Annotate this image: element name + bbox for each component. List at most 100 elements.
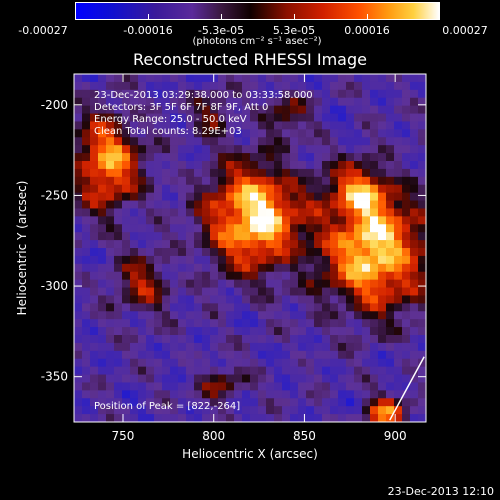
heatmap-cell	[218, 200, 227, 209]
heatmap-cell	[218, 240, 227, 249]
heatmap-cell	[394, 145, 403, 154]
heatmap-cell	[354, 358, 363, 368]
heatmap-cell	[82, 311, 91, 320]
heatmap-cell	[322, 240, 331, 249]
heatmap-cell	[122, 176, 131, 186]
heatmap-cell	[274, 121, 283, 130]
heatmap-cell	[114, 327, 123, 336]
heatmap-cell	[114, 303, 123, 312]
colorbar-label: -5.3e-05	[197, 24, 245, 37]
heatmap-cell	[162, 295, 171, 304]
heatmap-cell	[386, 390, 395, 399]
heatmap-cell	[226, 406, 235, 415]
heatmap-cell	[410, 295, 419, 304]
heatmap-cell	[106, 248, 115, 257]
heatmap-cell	[418, 184, 427, 194]
heatmap-cell	[202, 287, 211, 296]
heatmap-cell	[354, 303, 363, 312]
heatmap-cell	[98, 271, 107, 281]
heatmap-cell	[194, 97, 203, 107]
heatmap-cell	[410, 105, 419, 114]
heatmap-cell	[298, 295, 307, 304]
heatmap-cell	[258, 287, 267, 296]
heatmap-cell	[106, 342, 115, 352]
heatmap-cell	[122, 145, 131, 154]
heatmap-cell	[322, 168, 331, 178]
heatmap-cell	[170, 295, 179, 304]
heatmap-cell	[354, 200, 363, 209]
heatmap-cell	[138, 145, 147, 154]
heatmap-cell	[114, 319, 123, 328]
heatmap-cell	[106, 161, 115, 170]
heatmap-cell	[90, 137, 99, 146]
heatmap-cell	[170, 129, 179, 138]
heatmap-cell	[146, 168, 155, 178]
heatmap-cell	[410, 145, 419, 154]
heatmap-cell	[322, 398, 331, 407]
heatmap-cell	[218, 208, 227, 217]
heatmap-cell	[402, 287, 411, 296]
heatmap-cell	[114, 398, 123, 407]
heatmap-cell	[298, 74, 307, 83]
heatmap-cell	[370, 184, 379, 194]
heatmap-cell	[186, 161, 195, 170]
heatmap-cell	[170, 319, 179, 328]
heatmap-cell	[346, 232, 355, 241]
heatmap-cell	[346, 390, 355, 399]
heatmap-cell	[242, 255, 251, 265]
heatmap-cell	[98, 382, 107, 391]
heatmap-cell	[258, 358, 267, 368]
heatmap-cell	[258, 176, 267, 186]
heatmap-cell	[154, 105, 163, 114]
heatmap-cell	[298, 255, 307, 265]
heatmap-cell	[330, 224, 339, 233]
heatmap-cell	[146, 271, 155, 281]
heatmap-cell	[242, 374, 251, 383]
heatmap-cell	[82, 295, 91, 304]
heatmap-cell	[178, 145, 187, 154]
heatmap-cell	[226, 342, 235, 352]
heatmap-cell	[314, 81, 323, 91]
y-tick-label: -200	[41, 98, 68, 112]
heatmap-cell	[98, 145, 107, 154]
heatmap-cell	[218, 168, 227, 178]
heatmap-cell	[290, 327, 299, 336]
heatmap-cell	[82, 153, 91, 162]
heatmap-cell	[74, 414, 83, 423]
heatmap-cell	[274, 192, 283, 201]
heatmap-cell	[170, 342, 179, 352]
heatmap-cell	[402, 366, 411, 375]
heatmap-cell	[82, 200, 91, 209]
heatmap-cell	[394, 287, 403, 296]
heatmap-cell	[82, 358, 91, 368]
heatmap-cell	[306, 398, 315, 407]
heatmap-cell	[154, 137, 163, 146]
heatmap-cell	[130, 97, 139, 107]
heatmap-cell	[146, 335, 155, 344]
heatmap-cell	[98, 303, 107, 312]
heatmap-cell	[250, 382, 259, 391]
colorbar-label: -0.00027	[18, 24, 68, 37]
heatmap-cell	[210, 350, 219, 360]
heatmap-cell	[234, 350, 243, 360]
heatmap-cell	[418, 374, 427, 383]
heatmap-cell	[170, 145, 179, 154]
heatmap-cell	[90, 145, 99, 154]
heatmap-cell	[90, 176, 99, 186]
heatmap-cell	[202, 414, 211, 423]
heatmap-cell	[402, 414, 411, 423]
heatmap-cell	[250, 279, 259, 288]
heatmap-cell	[234, 74, 243, 83]
heatmap-cell	[258, 271, 267, 281]
heatmap-cell	[234, 319, 243, 328]
heatmap-cell	[282, 176, 291, 186]
heatmap-cell	[330, 382, 339, 391]
heatmap-cell	[130, 335, 139, 344]
heatmap-cell	[186, 184, 195, 194]
heatmap-cell	[346, 176, 355, 186]
heatmap-cell	[330, 145, 339, 154]
heatmap-cell	[394, 168, 403, 178]
heatmap-cell	[154, 327, 163, 336]
heatmap-cell	[98, 374, 107, 383]
heatmap-cell	[266, 81, 275, 91]
